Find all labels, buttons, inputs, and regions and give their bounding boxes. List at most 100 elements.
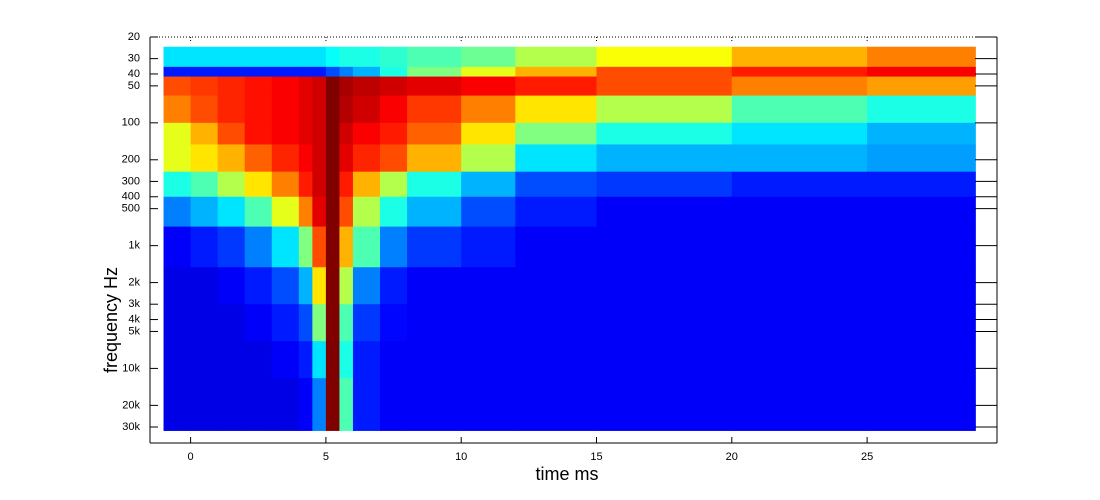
heatmap-cell <box>163 226 192 268</box>
heatmap-cell <box>271 378 300 431</box>
heatmap-cell <box>244 95 273 124</box>
heatmap-cell <box>352 76 381 97</box>
heatmap-cell <box>244 122 273 145</box>
heatmap-cell <box>339 95 354 124</box>
heatmap-cell <box>217 171 246 198</box>
heatmap-cell <box>312 226 327 268</box>
heatmap-cell <box>596 171 733 198</box>
heatmap-cell <box>312 76 327 97</box>
heatmap-cell <box>867 196 976 228</box>
heatmap-cell <box>298 341 313 379</box>
heatmap-cell <box>244 76 273 97</box>
heatmap-cell <box>190 122 219 145</box>
heatmap-cell <box>298 95 313 124</box>
heatmap-cell <box>380 95 408 124</box>
heatmap-cell <box>352 304 381 342</box>
heatmap-cell <box>325 171 340 198</box>
heatmap-cell <box>352 122 381 145</box>
heatmap-cell <box>461 226 516 268</box>
heatmap-cell <box>515 171 598 198</box>
heatmap <box>163 46 976 431</box>
heatmap-cell <box>325 76 340 97</box>
heatmap-cell <box>596 66 733 78</box>
heatmap-cell <box>867 46 976 68</box>
heatmap-cell <box>515 122 598 145</box>
heatmap-cell <box>515 226 598 268</box>
heatmap-cell <box>731 171 868 198</box>
heatmap-cell <box>312 171 327 198</box>
heatmap-cell <box>867 378 976 431</box>
heatmap-cell <box>244 46 273 68</box>
heatmap-cell <box>407 122 462 145</box>
heatmap-cell <box>867 226 976 268</box>
heatmap-cell <box>163 196 192 228</box>
heatmap-cell <box>596 226 733 268</box>
heatmap-cell <box>217 46 246 68</box>
heatmap-cell <box>461 171 516 198</box>
heatmap-cell <box>352 144 381 173</box>
y-tick-label: 5k <box>128 325 140 337</box>
y-tick-label: 100 <box>122 117 140 129</box>
heatmap-cell <box>515 66 598 78</box>
heatmap-cell <box>461 122 516 145</box>
heatmap-cell <box>339 76 354 97</box>
heatmap-cell <box>352 341 381 379</box>
heatmap-cell <box>312 196 327 228</box>
heatmap-cell <box>325 378 340 431</box>
heatmap-cell <box>596 95 733 124</box>
y-tick-label: 20k <box>122 399 140 411</box>
heatmap-cell <box>298 66 313 78</box>
heatmap-cell <box>407 171 462 198</box>
y-tick-label: 200 <box>122 154 140 166</box>
heatmap-cell <box>596 76 733 97</box>
heatmap-cell <box>244 196 273 228</box>
y-tick-label: 40 <box>128 68 140 80</box>
x-tick-label: 25 <box>861 451 873 463</box>
heatmap-cell <box>596 304 733 342</box>
heatmap-cell <box>731 378 868 431</box>
heatmap-cell <box>731 66 868 78</box>
heatmap-cell <box>407 66 462 78</box>
heatmap-cell <box>352 267 381 305</box>
heatmap-cell <box>217 226 246 268</box>
heatmap-cell <box>515 341 598 379</box>
y-tick-label: 2k <box>128 276 140 288</box>
heatmap-cell <box>312 122 327 145</box>
heatmap-cell <box>271 171 300 198</box>
heatmap-cell <box>298 144 313 173</box>
heatmap-cell <box>190 46 219 68</box>
heatmap-cell <box>217 76 246 97</box>
x-tick-label: 5 <box>323 451 329 463</box>
x-axis-label: time ms <box>536 464 599 484</box>
heatmap-cell <box>515 378 598 431</box>
heatmap-cell <box>731 46 868 68</box>
heatmap-cell <box>271 267 300 305</box>
heatmap-cell <box>312 144 327 173</box>
heatmap-cell <box>352 66 381 78</box>
x-tick-label: 20 <box>726 451 738 463</box>
heatmap-cell <box>298 267 313 305</box>
heatmap-cell <box>190 226 219 268</box>
heatmap-cell <box>190 378 219 431</box>
heatmap-cell <box>407 226 462 268</box>
heatmap-cell <box>339 378 354 431</box>
y-tick-label: 300 <box>122 175 140 187</box>
heatmap-cell <box>217 122 246 145</box>
heatmap-cell <box>217 95 246 124</box>
heatmap-cell <box>461 267 516 305</box>
heatmap-cell <box>407 46 462 68</box>
heatmap-cell <box>352 171 381 198</box>
heatmap-cell <box>271 144 300 173</box>
heatmap-cell <box>325 144 340 173</box>
heatmap-cell <box>190 171 219 198</box>
heatmap-cell <box>596 378 733 431</box>
heatmap-cell <box>217 341 246 379</box>
heatmap-cell <box>244 66 273 78</box>
y-tick-label: 20 <box>128 31 140 43</box>
heatmap-cell <box>325 46 340 68</box>
heatmap-cell <box>731 196 868 228</box>
heatmap-cell <box>731 76 868 97</box>
y-tick-label: 30 <box>128 53 140 65</box>
heatmap-cell <box>298 46 313 68</box>
